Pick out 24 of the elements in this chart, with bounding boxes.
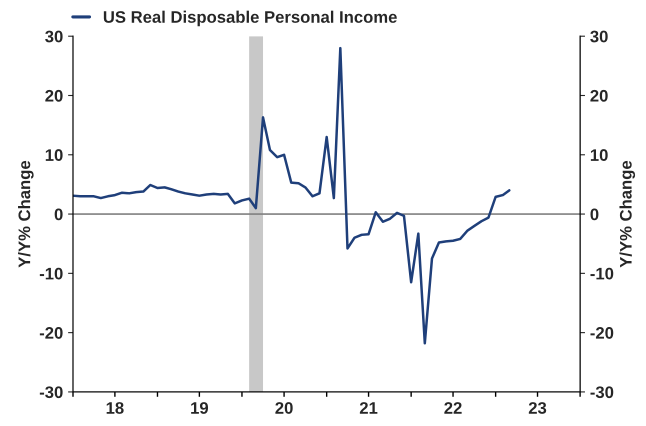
legend-label: US Real Disposable Personal Income (104, 10, 397, 26)
y2-tick-label: -30 (590, 386, 614, 398)
x-tick-label: 21 (360, 402, 378, 414)
y2-tick-label: -10 (590, 268, 614, 280)
y2-tick-label: 20 (590, 90, 608, 102)
x-tick-label: 23 (528, 402, 546, 414)
y2-tick-label: -20 (590, 327, 614, 339)
y-tick-label: 20 (45, 90, 63, 102)
y-tick-label: -10 (40, 268, 63, 280)
y2-tick-label: 0 (590, 208, 598, 220)
y-axis-title: Y/Y% Change (18, 160, 34, 268)
y2-tick-label: 10 (590, 149, 608, 161)
y-tick-label: 0 (54, 208, 63, 220)
y2-axis-title: Y/Y% Change (619, 160, 636, 268)
x-tick-label: 18 (106, 402, 124, 414)
y-tick-label: -20 (40, 327, 63, 339)
x-tick-label: 20 (275, 402, 293, 414)
y-tick-label: 10 (46, 149, 63, 161)
y-tick-label: -30 (40, 386, 63, 398)
x-tick-label: 19 (191, 402, 208, 414)
y-tick-label: 30 (45, 30, 63, 42)
line-series (73, 46, 511, 345)
x-tick-label: 22 (444, 402, 462, 414)
y2-tick-label: 30 (590, 30, 608, 42)
